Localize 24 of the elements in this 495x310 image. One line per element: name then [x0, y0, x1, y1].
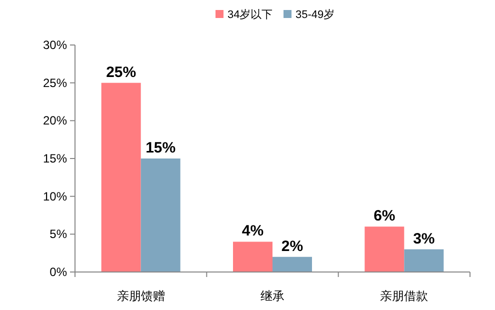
- x-tick-label: 亲朋馈赠: [116, 289, 165, 303]
- y-tick-label: 0%: [50, 265, 68, 279]
- legend-label: 35-49岁: [296, 9, 335, 21]
- y-tick-label: 25%: [42, 76, 68, 90]
- data-label: 3%: [413, 230, 435, 248]
- data-label: 2%: [281, 238, 304, 255]
- bar: [101, 82, 141, 272]
- y-tick-label: 5%: [50, 227, 68, 242]
- bar: [140, 158, 180, 272]
- y-tick-label: 10%: [42, 189, 68, 204]
- data-label: 6%: [374, 208, 396, 225]
- y-tick-label: 15%: [42, 152, 68, 166]
- x-tick-label: 亲朋借款: [380, 289, 428, 303]
- bar: [233, 242, 272, 272]
- data-label: 15%: [146, 140, 176, 156]
- bar: [404, 249, 444, 272]
- bar: [272, 256, 312, 272]
- x-tick-label: 继承: [260, 289, 284, 303]
- y-tick-label: 20%: [42, 114, 68, 128]
- bar: [364, 226, 404, 272]
- data-label: 4%: [242, 222, 264, 240]
- legend-label: 34岁以下: [228, 8, 273, 21]
- y-tick-label: 30%: [42, 38, 68, 52]
- data-label: 25%: [106, 64, 136, 81]
